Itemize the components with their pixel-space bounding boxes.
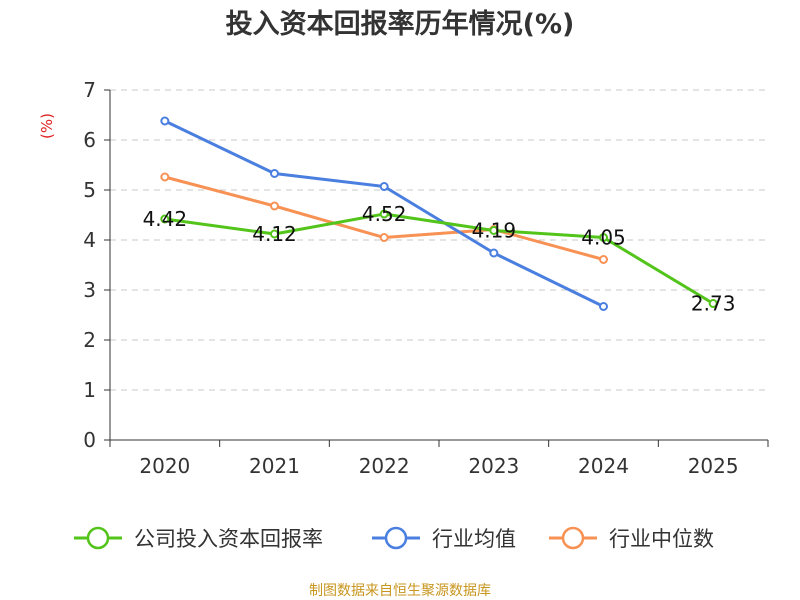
data-point [489,226,499,235]
data-labels: 4.42 4.12 4.52 4.19 4.05 2.73 [143,202,736,316]
source-footnote: 制图数据来自恒生聚源数据库 [309,583,491,599]
data-label: 4.42 [143,207,188,231]
legend-label: 行业中位数 [609,527,714,551]
series-lines [160,116,718,311]
y-tick-label: 1 [83,378,96,402]
data-point [160,116,170,126]
data-point [599,255,608,264]
y-axis-unit-label: (%) [38,113,56,139]
y-tick-label: 6 [83,128,96,152]
data-label: 4.52 [362,202,407,226]
data-point [708,299,718,308]
data-point [379,233,389,242]
data-point [599,233,608,242]
data-point [270,201,279,211]
x-tick-label: 2023 [468,454,519,478]
data-label: 4.19 [472,219,517,243]
y-tick-label: 2 [83,328,96,352]
y-tick-label: 0 [83,428,96,452]
data-point [599,302,608,311]
data-point [379,182,389,191]
data-point [160,172,170,182]
y-tick-label: 5 [83,178,96,202]
data-point [379,209,389,219]
x-tick-label: 2020 [139,454,190,478]
legend-label: 公司投入资本回报率 [134,527,323,551]
x-tick-label: 2025 [688,454,739,478]
legend-marker [561,526,585,550]
data-label: 4.05 [581,226,626,250]
x-tick-label: 2021 [249,454,300,478]
legend-marker [86,526,110,550]
series-line-0 [164,212,714,305]
legend-label: 行业均值 [432,527,516,551]
data-point [270,229,279,239]
data-label: 4.12 [252,222,297,246]
x-tick-label: 2022 [359,454,410,478]
y-tick-label: 7 [83,78,96,102]
x-tick-label: 2024 [578,454,629,478]
y-tick-label: 3 [83,278,96,302]
data-point [489,248,499,258]
data-point [160,214,170,224]
chart-title: 投入资本回报率历年情况(%) [226,8,575,40]
y-tick-label: 4 [83,228,96,252]
legend[interactable]: 公司投入资本回报率 行业均值 行业中位数 [74,526,714,551]
axes: 0 1 2 3 4 5 6 7 2020 2021 2022 2023 2024 2025 [83,78,769,478]
data-point [270,169,279,178]
legend-marker [384,526,408,550]
data-label: 2.73 [691,292,736,316]
gridlines [110,89,768,391]
